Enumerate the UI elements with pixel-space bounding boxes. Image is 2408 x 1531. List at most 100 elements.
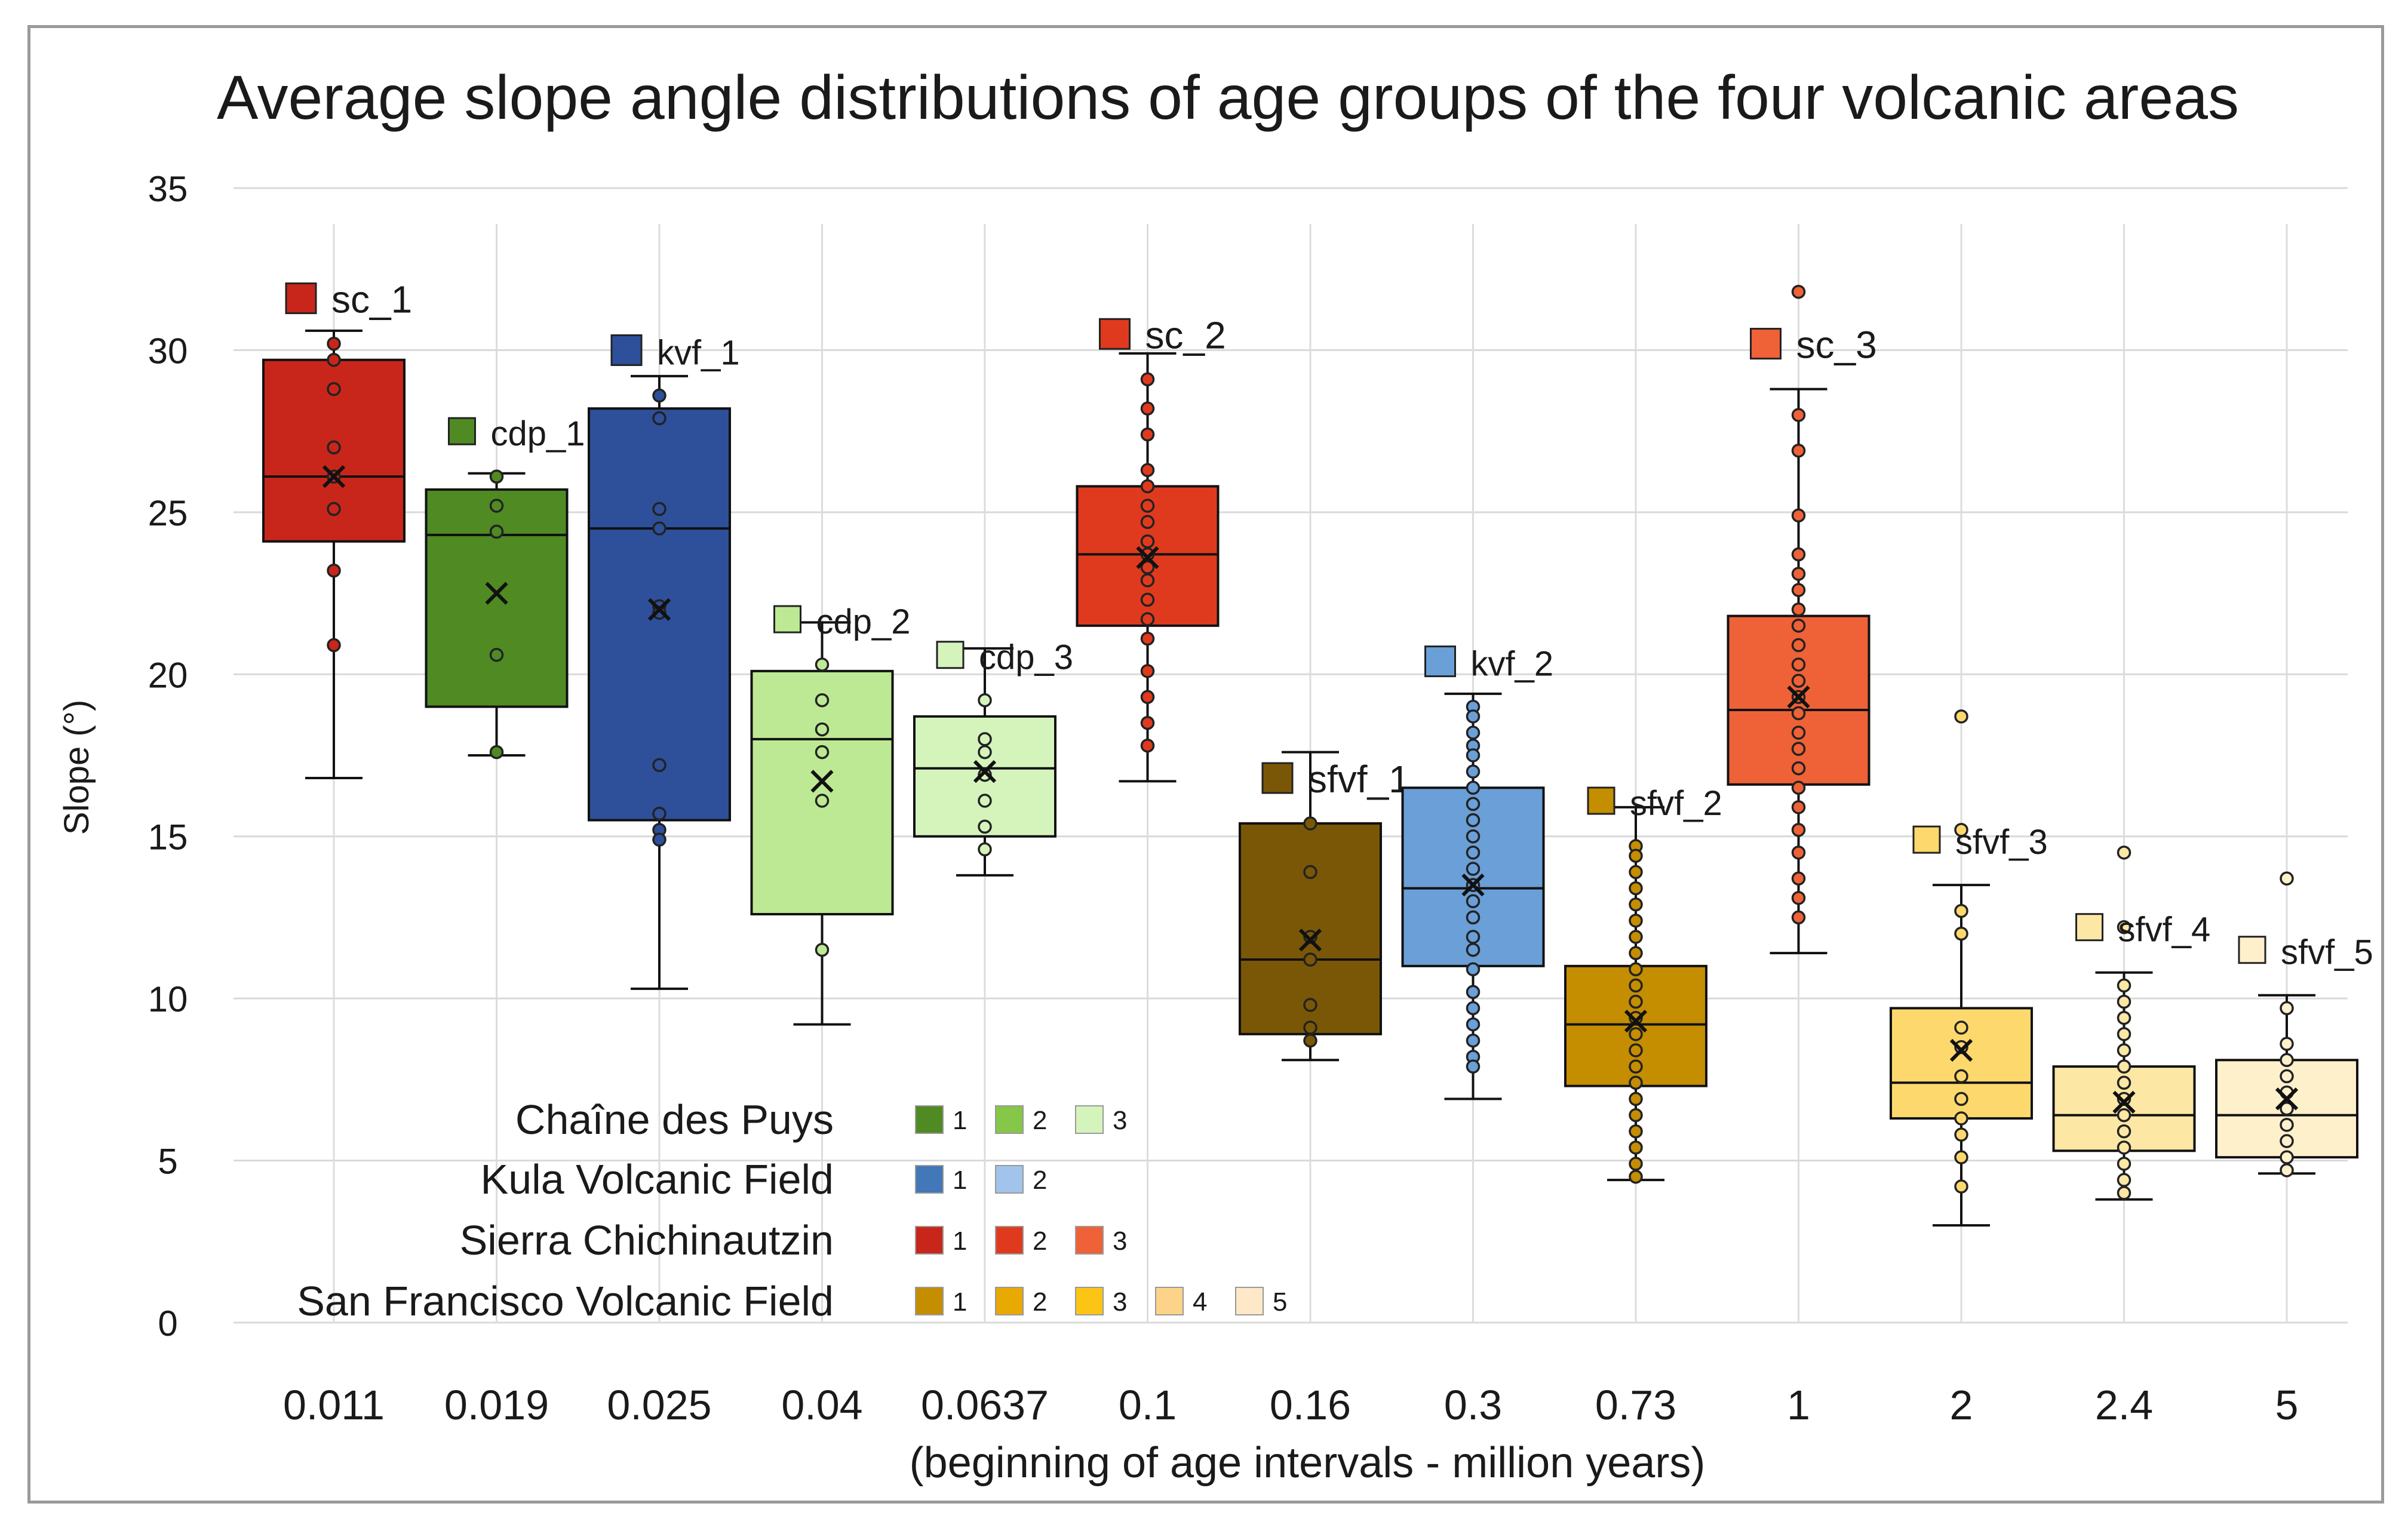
x-tick-labels: 0.011 0.019 0.025 0.04 0.0637 0.1 0.16 0.3 0.73 1… bbox=[283, 1382, 2298, 1428]
y-tick-label: 30 bbox=[148, 331, 188, 371]
legend-item-number: 3 bbox=[1113, 1226, 1127, 1256]
box-group-sc_1: sc_1 bbox=[262, 278, 412, 779]
data-point bbox=[489, 499, 504, 513]
y-axis-label: Slope (°) bbox=[57, 700, 96, 835]
data-point bbox=[1140, 631, 1155, 646]
box-group-cdp_1: cdp_1 bbox=[425, 414, 585, 760]
data-point bbox=[1140, 612, 1155, 626]
data-point bbox=[1303, 998, 1317, 1012]
data-point bbox=[1140, 515, 1155, 529]
y-tick-labels: 0 5 10 15 20 25 30 35 bbox=[148, 169, 188, 1344]
series-label: sfvf_1 bbox=[1308, 758, 1410, 801]
legend-swatch bbox=[995, 1226, 1024, 1255]
data-point bbox=[2117, 1173, 2131, 1187]
data-point bbox=[2280, 1053, 2294, 1068]
series-label-swatch bbox=[1424, 645, 1456, 678]
data-point bbox=[1791, 910, 1806, 925]
legend-item-number: 1 bbox=[953, 1106, 967, 1135]
x-tick-label: 0.1 bbox=[1119, 1382, 1177, 1428]
legend-swatch bbox=[995, 1165, 1024, 1194]
data-point bbox=[652, 605, 666, 620]
data-point bbox=[1140, 479, 1155, 494]
data-point bbox=[1629, 865, 1643, 880]
data-point bbox=[2280, 1150, 2294, 1164]
legend-swatch bbox=[915, 1165, 944, 1194]
box-group-cdp_3: cdp_3 bbox=[913, 638, 1073, 877]
data-point bbox=[2280, 1101, 2294, 1116]
y-tick-label: 35 bbox=[148, 169, 188, 209]
data-point bbox=[652, 502, 666, 517]
y-tick-label: 10 bbox=[148, 979, 188, 1019]
series-label-swatch bbox=[2075, 913, 2103, 942]
data-point bbox=[1303, 930, 1317, 944]
data-point bbox=[2117, 1092, 2131, 1106]
x-tick-label: 2.4 bbox=[2095, 1382, 2153, 1428]
mean-marker bbox=[810, 770, 834, 793]
data-point bbox=[1466, 797, 1481, 811]
data-point bbox=[2117, 1140, 2131, 1155]
data-point bbox=[815, 745, 830, 760]
box-group-sfvf_5: sfvf_5 bbox=[2215, 871, 2373, 1178]
mean-marker bbox=[485, 582, 508, 605]
data-point bbox=[1140, 573, 1155, 588]
series-label-swatch bbox=[1587, 786, 1615, 815]
series-label: kvf_2 bbox=[1471, 645, 1554, 684]
data-point bbox=[1466, 780, 1481, 795]
data-point bbox=[815, 794, 830, 808]
data-point bbox=[2117, 1043, 2131, 1057]
data-point bbox=[1791, 780, 1806, 795]
data-point bbox=[327, 352, 341, 367]
data-point bbox=[1140, 664, 1155, 678]
data-point bbox=[489, 745, 504, 760]
x-tick-label: 0.011 bbox=[283, 1382, 385, 1428]
mean-marker bbox=[647, 598, 671, 621]
data-point bbox=[2117, 1059, 2131, 1074]
legend-group-label: San Francisco Volcanic Field bbox=[297, 1278, 834, 1324]
data-point bbox=[1954, 926, 1968, 941]
box-group-sc_2: sc_2 bbox=[1076, 313, 1226, 783]
data-point bbox=[1303, 1020, 1317, 1035]
data-point bbox=[978, 842, 992, 857]
mean-marker bbox=[2275, 1087, 2299, 1111]
data-point bbox=[1629, 978, 1643, 993]
box-group-sfvf_2: sfvf_2 bbox=[1564, 784, 1722, 1184]
legend-group-label: Chaîne des Puys bbox=[515, 1096, 834, 1143]
data-point bbox=[1140, 499, 1155, 513]
legend-item-number: 1 bbox=[953, 1226, 967, 1256]
data-point bbox=[1140, 401, 1155, 416]
series-label-swatch bbox=[1750, 328, 1782, 360]
mean-marker bbox=[1949, 1038, 1973, 1062]
data-point bbox=[2117, 846, 2131, 860]
data-point bbox=[1466, 846, 1481, 860]
series-label: cdp_3 bbox=[979, 638, 1073, 677]
data-point bbox=[2280, 1118, 2294, 1132]
data-point bbox=[815, 693, 830, 708]
data-point bbox=[1791, 823, 1806, 837]
data-point bbox=[1140, 372, 1155, 387]
mean-marker bbox=[1461, 874, 1485, 897]
y-tick-label: 15 bbox=[148, 817, 188, 857]
data-point bbox=[1791, 706, 1806, 721]
data-point bbox=[978, 819, 992, 834]
data-point bbox=[1791, 408, 1806, 422]
data-point bbox=[1954, 1127, 1968, 1142]
data-point bbox=[1954, 1020, 1968, 1035]
legend-group-label: Kula Volcanic Field bbox=[481, 1156, 834, 1203]
data-point bbox=[2117, 1157, 2131, 1171]
data-point bbox=[1466, 894, 1481, 909]
data-point bbox=[1466, 1033, 1481, 1048]
data-point bbox=[2117, 1075, 2131, 1090]
x-tick-label: 2 bbox=[1950, 1382, 1973, 1428]
series-label-swatch bbox=[773, 605, 801, 634]
data-point bbox=[1466, 829, 1481, 844]
series-label: sfvf_2 bbox=[1630, 784, 1722, 823]
series-label: sfvf_5 bbox=[2281, 933, 2373, 972]
data-point bbox=[1466, 930, 1481, 944]
data-point bbox=[1140, 738, 1155, 753]
series-label: sc_2 bbox=[1145, 313, 1226, 356]
data-point bbox=[489, 647, 504, 662]
box-group-kvf_1: kvf_1 bbox=[588, 333, 740, 990]
data-point bbox=[652, 758, 666, 773]
data-point bbox=[1629, 1043, 1643, 1057]
data-point bbox=[1466, 962, 1481, 977]
